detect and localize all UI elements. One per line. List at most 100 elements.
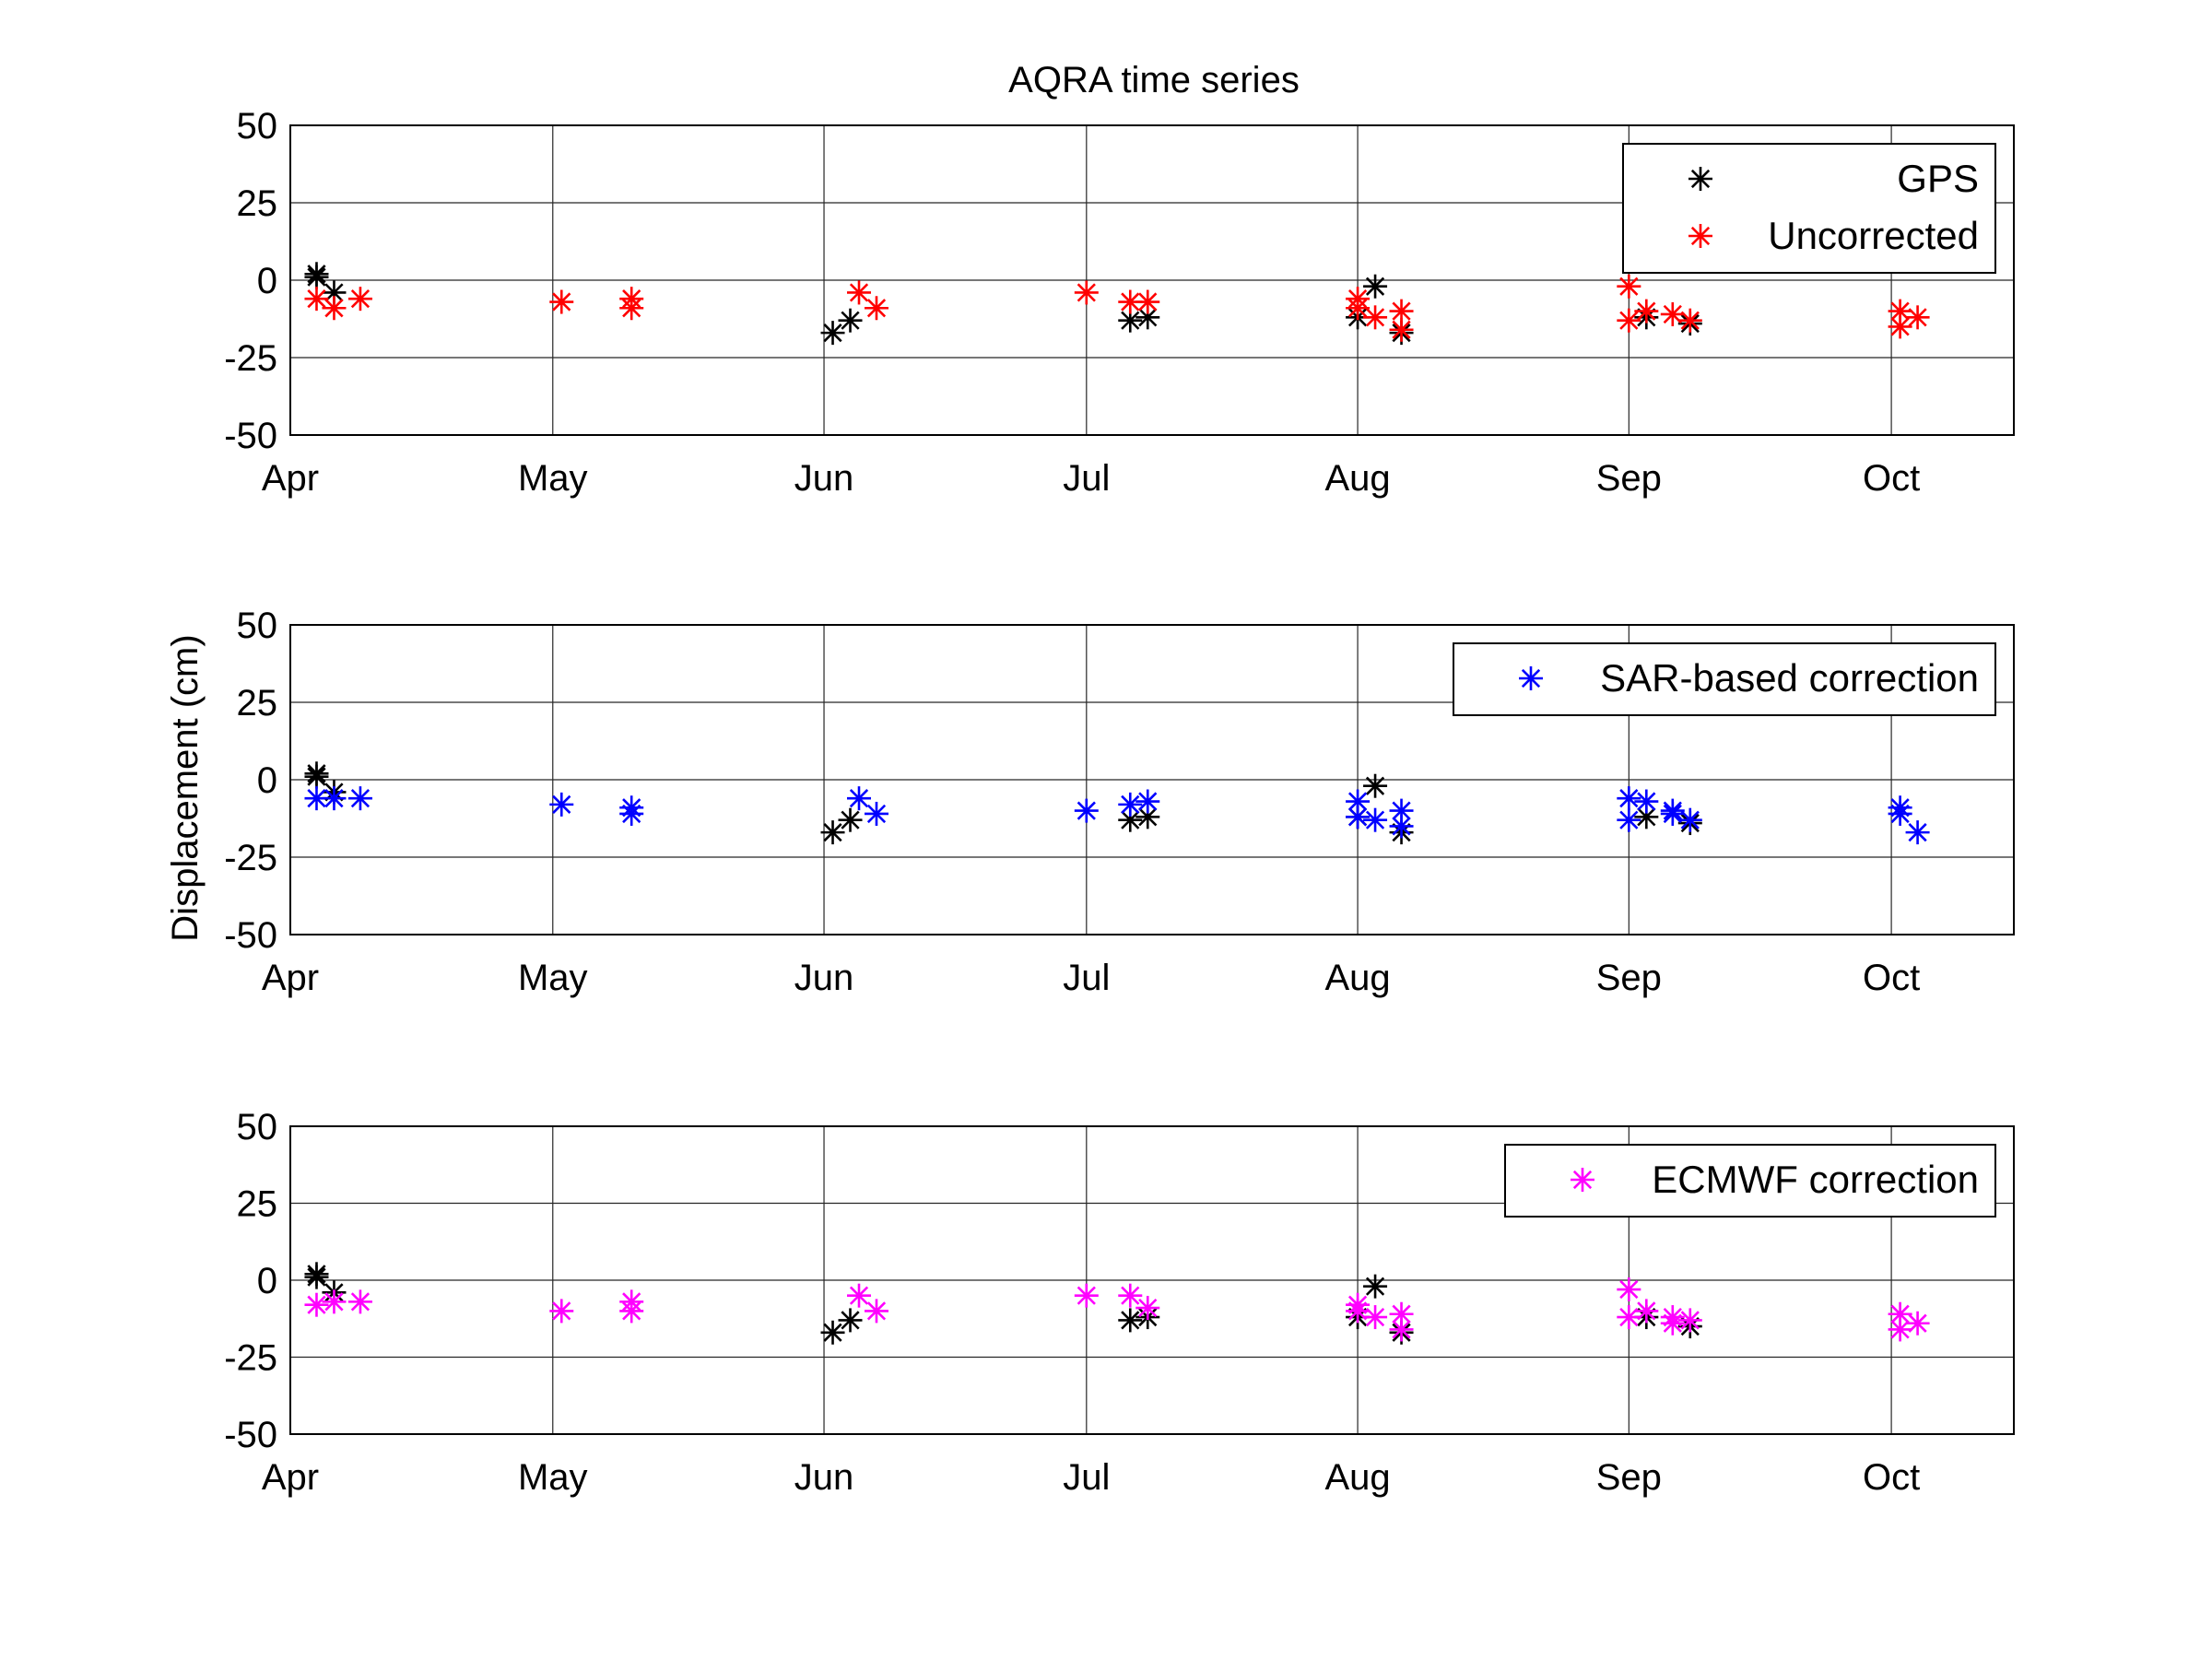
y-tick-label: -50 — [224, 1415, 277, 1455]
data-point — [1135, 789, 1160, 814]
x-tick-label: Oct — [1863, 958, 1920, 998]
data-point — [847, 280, 872, 305]
legend-label: GPS — [1897, 157, 1979, 200]
data-point — [1660, 301, 1685, 326]
legend-box — [1453, 642, 1996, 716]
legend-marker — [1519, 666, 1543, 690]
data-point — [1888, 314, 1912, 339]
legend-label: SAR-based correction — [1600, 656, 1979, 700]
data-point — [1617, 308, 1641, 333]
data-point — [322, 786, 347, 811]
data-point — [322, 1289, 347, 1314]
data-point — [1118, 792, 1143, 817]
data-point — [304, 764, 329, 789]
data-point — [1905, 1311, 1930, 1335]
legend: ECMWF correction — [1504, 1144, 1996, 1218]
data-point — [1617, 274, 1641, 299]
y-tick-label: -50 — [224, 915, 277, 956]
y-tick-label: -25 — [224, 838, 277, 878]
x-tick-label: May — [518, 458, 588, 499]
data-point — [838, 1308, 863, 1333]
data-point — [1074, 280, 1099, 305]
x-tick-label: Jun — [794, 958, 854, 998]
data-point — [1617, 786, 1641, 811]
data-point — [1389, 299, 1414, 324]
data-point — [847, 1283, 872, 1308]
legend: SAR-based correction — [1453, 642, 1996, 716]
legend-label: Uncorrected — [1768, 214, 1979, 257]
data-point — [619, 801, 644, 826]
data-point — [1888, 1317, 1912, 1342]
axes-box — [289, 624, 2015, 935]
data-point — [1634, 299, 1659, 324]
data-point — [1617, 1305, 1641, 1330]
data-point — [549, 289, 574, 314]
y-tick-label: 50 — [237, 1107, 278, 1147]
data-point — [864, 1299, 888, 1324]
data-point — [347, 287, 372, 312]
legend: GPS Uncorrected — [1622, 143, 1996, 274]
data-point — [838, 807, 863, 832]
legend-box — [1622, 143, 1996, 274]
data-point — [1135, 1296, 1160, 1321]
x-tick-label: Sep — [1596, 1457, 1662, 1498]
data-point — [1617, 1277, 1641, 1302]
data-point — [1346, 1299, 1371, 1324]
y-tick-label: -25 — [224, 1338, 277, 1379]
data-point — [304, 265, 329, 289]
data-point — [1905, 820, 1930, 845]
data-point — [1389, 317, 1414, 342]
series-uncorrected — [304, 274, 1930, 342]
y-tick-label: -50 — [224, 416, 277, 456]
y-tick-label: 0 — [257, 261, 277, 301]
data-point — [304, 1292, 329, 1317]
data-point — [1363, 773, 1388, 798]
y-tick-label: 0 — [257, 1261, 277, 1301]
data-point — [1634, 789, 1659, 814]
y-tick-label: 50 — [237, 106, 278, 147]
data-point — [1118, 1308, 1143, 1333]
data-point — [304, 287, 329, 312]
legend-label: ECMWF correction — [1652, 1158, 1979, 1201]
data-point — [864, 801, 888, 826]
data-point — [1389, 1317, 1414, 1342]
axes-box — [289, 124, 2015, 436]
data-point — [1346, 805, 1371, 830]
legend-marker — [1688, 224, 1712, 248]
data-point — [1135, 289, 1160, 314]
x-tick-label: Jul — [1063, 958, 1110, 998]
x-tick-label: Jun — [794, 1457, 854, 1498]
data-point — [820, 820, 845, 845]
data-point — [1617, 807, 1641, 832]
y-tick-label: 0 — [257, 760, 277, 801]
x-tick-label: Apr — [262, 958, 319, 998]
figure-title: AQRA time series — [1008, 60, 1300, 100]
data-point — [1660, 801, 1685, 826]
data-point — [864, 296, 888, 321]
data-point — [549, 792, 574, 817]
data-point — [820, 1320, 845, 1345]
x-tick-label: Jul — [1063, 1457, 1110, 1498]
data-point — [1118, 1283, 1143, 1308]
x-tick-label: Sep — [1596, 458, 1662, 499]
data-point — [1074, 1283, 1099, 1308]
data-point — [1677, 807, 1702, 832]
axes-box — [289, 1125, 2015, 1435]
data-point — [347, 1289, 372, 1314]
y-tick-label: 50 — [237, 606, 278, 646]
data-point — [1363, 1274, 1388, 1299]
data-point — [1677, 308, 1702, 333]
data-point — [847, 786, 872, 811]
data-point — [1363, 807, 1388, 832]
y-axis-label: Displacement (cm) — [165, 634, 206, 941]
data-point — [1363, 274, 1388, 299]
y-tick-label: 25 — [237, 1184, 278, 1225]
data-point — [619, 296, 644, 321]
data-point — [549, 1299, 574, 1324]
data-point — [1677, 1308, 1702, 1333]
x-tick-label: Oct — [1863, 458, 1920, 499]
data-point — [1389, 814, 1414, 839]
